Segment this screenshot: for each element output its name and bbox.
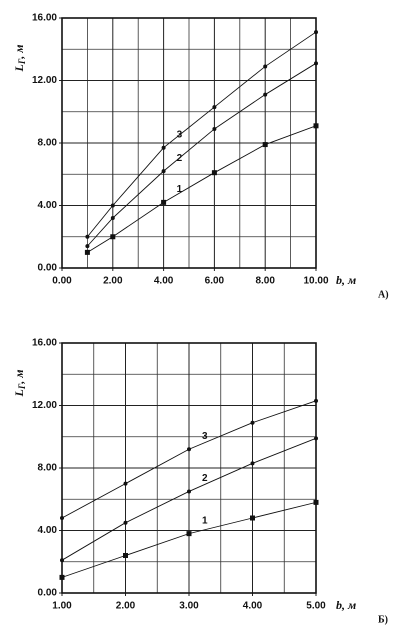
x-axis-label: b, м (336, 598, 356, 612)
point (212, 126, 217, 131)
y-tick-label: 4.00 (38, 200, 58, 211)
x-tick-label: 2.00 (103, 276, 123, 287)
series-label: 3 (202, 431, 208, 442)
plot-frame (61, 17, 317, 269)
series-line (87, 125, 317, 253)
x-tick-label: 10.00 (303, 276, 328, 287)
x-tick-label: 0.00 (52, 276, 72, 287)
y-tick-label: 8.00 (38, 463, 58, 474)
series-line (87, 62, 317, 247)
point (263, 64, 268, 69)
x-tick-label: 8.00 (255, 276, 275, 287)
point (123, 481, 128, 486)
point (263, 92, 268, 97)
point (212, 105, 217, 110)
point (314, 61, 318, 66)
y-tick-label: 16.00 (32, 338, 57, 349)
point (250, 515, 255, 521)
point (314, 398, 318, 403)
series-label: 3 (177, 129, 183, 140)
y-tick-label: 0.00 (38, 588, 58, 599)
x-tick-label: 4.00 (243, 601, 263, 612)
x-tick-label: 1.00 (52, 601, 72, 612)
x-tick-label: 4.00 (154, 276, 174, 287)
point (60, 558, 64, 563)
point (211, 170, 217, 176)
x-tick-label: 2.00 (116, 601, 136, 612)
panel-label: Б) (378, 614, 388, 625)
y-axis-label: LГ, м (12, 369, 27, 397)
point (161, 199, 167, 205)
y-axis-label-unit: , м (12, 369, 26, 384)
plot-frame (61, 342, 317, 594)
point (110, 203, 115, 208)
y-axis-label-main: L (12, 389, 26, 397)
point (186, 531, 192, 537)
x-tick-label: 6.00 (205, 276, 225, 287)
y-tick-label: 12.00 (32, 75, 57, 86)
point (59, 574, 65, 580)
point (187, 447, 191, 452)
point (60, 516, 64, 520)
y-axis-label-unit: , м (12, 44, 26, 59)
point (110, 216, 115, 220)
point (84, 249, 90, 255)
series-label: 1 (177, 184, 183, 195)
y-tick-label: 0.00 (38, 263, 58, 274)
point (187, 489, 191, 494)
y-axis-label: LГ, м (12, 44, 27, 72)
x-tick-label: 3.00 (179, 601, 199, 612)
point (314, 30, 318, 35)
y-tick-label: 4.00 (38, 525, 58, 536)
point (85, 234, 90, 239)
point (161, 169, 166, 174)
panel-label: А) (378, 289, 389, 300)
point (313, 499, 319, 505)
point (262, 142, 268, 148)
y-axis-label-sub: Г (17, 58, 27, 65)
point (123, 520, 128, 525)
series-line (87, 31, 317, 238)
point (313, 123, 319, 129)
y-tick-label: 16.00 (32, 13, 57, 24)
series-label: 1 (202, 515, 208, 526)
point (110, 234, 116, 240)
point (314, 436, 318, 441)
point (85, 244, 90, 249)
series-label: 2 (202, 473, 208, 484)
point (161, 145, 166, 150)
y-axis-label-main: L (12, 64, 26, 72)
y-tick-label: 8.00 (38, 138, 58, 149)
point (250, 461, 255, 466)
series-label: 2 (177, 153, 183, 164)
point (123, 553, 128, 558)
y-axis-label-sub: Г (17, 383, 27, 390)
x-axis-label: b, м (336, 273, 356, 287)
x-tick-label: 5.00 (306, 601, 326, 612)
point (250, 420, 255, 425)
y-tick-label: 12.00 (32, 400, 57, 411)
